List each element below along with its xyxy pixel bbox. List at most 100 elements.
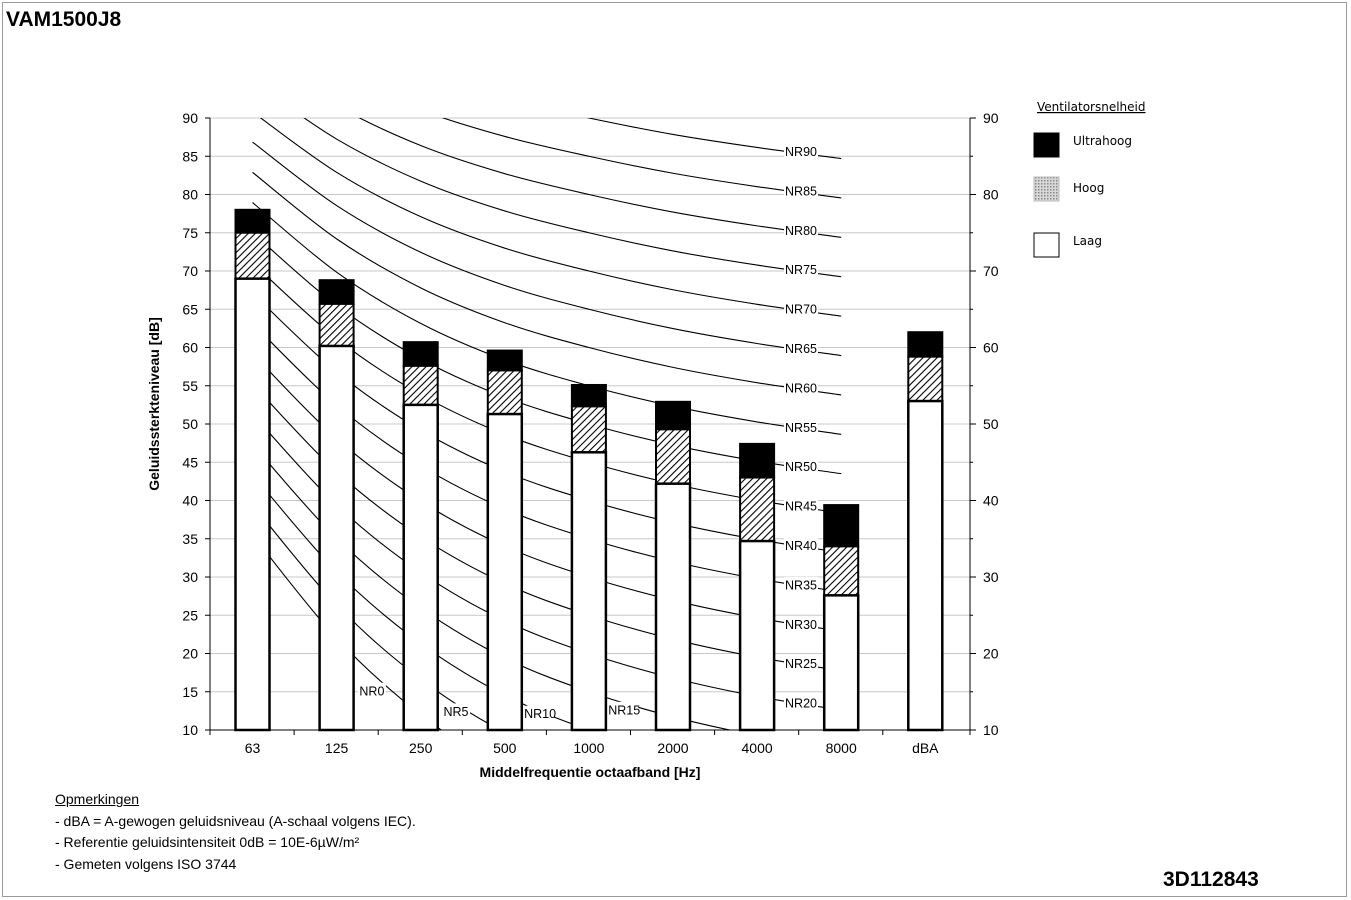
- bar-hoog: [402, 364, 439, 406]
- nr-label-bg: [784, 498, 818, 513]
- notes-header: Opmerkingen: [55, 791, 140, 807]
- legend-swatch-hoog: [1033, 176, 1060, 202]
- note-line: - Referentie geluidsintensiteit 0dB = 10…: [55, 834, 360, 850]
- bar-laag: [822, 594, 860, 732]
- y-tick-label: 30: [182, 569, 198, 585]
- y-tick-label: 35: [182, 531, 198, 547]
- bar-laag: [570, 451, 608, 732]
- y-tick-label: 80: [182, 187, 198, 203]
- nr-label-bg: [784, 616, 818, 631]
- y-tick-label: 55: [182, 378, 198, 394]
- x-tick-label: 8000: [826, 740, 857, 756]
- nr-label-bg: [784, 222, 818, 237]
- nr-curve: [586, 118, 842, 160]
- bar-ultrahoog: [739, 442, 776, 479]
- bar-hoog: [655, 428, 691, 485]
- y-tick-label-right: 80: [983, 187, 999, 203]
- x-tick-label: 125: [325, 740, 349, 756]
- nr-curve: [303, 118, 842, 278]
- nr-label: NR40: [785, 539, 817, 553]
- y-tick-label: 25: [182, 607, 198, 623]
- nr-label-bg: [784, 458, 818, 473]
- y-tick-label: 85: [182, 148, 198, 164]
- nr-curve: [441, 118, 842, 199]
- bar-hoog: [907, 355, 944, 403]
- bar-hoog: [739, 476, 776, 543]
- legend-label: Laag: [1073, 234, 1102, 248]
- bar-ultrahoog: [486, 349, 523, 372]
- y-tick-label: 90: [182, 110, 198, 126]
- legend-swatch-laag: [1033, 232, 1060, 258]
- nr-label-bg: [784, 655, 818, 670]
- bar-hoog: [486, 369, 523, 416]
- bar-hoog: [570, 405, 607, 454]
- bar-ultrahoog: [823, 504, 860, 548]
- x-tick-label: dBA: [912, 740, 939, 756]
- nr-label-bg: [357, 682, 386, 697]
- y-tick-label: 50: [182, 416, 198, 432]
- nr-label-bg: [784, 143, 818, 158]
- nr-label-bg: [784, 695, 818, 710]
- legend-label: Hoog: [1073, 181, 1104, 195]
- nr-label: NR10: [524, 707, 556, 721]
- legend-title: Ventilatorsnelheid: [1037, 100, 1146, 114]
- bar-ultrahoog: [907, 331, 944, 358]
- nr-curve: [358, 118, 842, 238]
- nr-label-bg: [784, 576, 818, 591]
- nr-label-bg: [784, 379, 818, 394]
- bar-laag: [234, 277, 271, 732]
- y-tick-label: 45: [182, 454, 198, 470]
- bar-laag: [907, 399, 944, 732]
- bar-hoog: [823, 545, 860, 597]
- y-tick-label: 40: [182, 493, 198, 509]
- y-tick-label-right: 50: [983, 416, 999, 432]
- nr-label-bg: [784, 340, 818, 355]
- y-tick-label: 70: [182, 263, 198, 279]
- bar-ultrahoog: [234, 208, 271, 234]
- y-tick-label-right: 10: [983, 722, 999, 738]
- bar-laag: [654, 482, 692, 732]
- nr-label: NR50: [785, 460, 817, 474]
- page-title: VAM1500J8: [6, 8, 122, 31]
- y-tick-label-right: 70: [983, 263, 999, 279]
- nr-curve: [252, 202, 842, 435]
- y-tick-label-right: 40: [983, 493, 999, 509]
- x-axis-title: Middelfrequentie octaafband [Hz]: [480, 764, 701, 780]
- bar-ultrahoog: [570, 383, 607, 408]
- nr-curve: [252, 171, 842, 396]
- bar-laag: [402, 403, 439, 732]
- y-axis-title: Geluidssterkteniveau [dB]: [146, 317, 162, 491]
- y-tick-label-right: 60: [983, 340, 999, 356]
- nr-label-bg: [784, 537, 818, 552]
- x-tick-label: 2000: [657, 740, 688, 756]
- nr-label-bg: [442, 703, 471, 718]
- bar-hoog: [318, 302, 355, 347]
- nr-label: NR60: [785, 381, 817, 395]
- nr-label: NR70: [785, 303, 817, 317]
- notes-block: Opmerkingen - dBA = A-gewogen geluidsniv…: [55, 789, 416, 875]
- document-code: 3D112843: [1163, 868, 1259, 891]
- y-tick-label: 75: [182, 225, 198, 241]
- y-tick-label-right: 30: [983, 569, 999, 585]
- bar-laag: [318, 344, 355, 732]
- nr-label: NR55: [785, 421, 817, 435]
- nr-label: NR5: [444, 705, 469, 719]
- nr-label: NR75: [785, 263, 817, 277]
- nr-label: NR30: [785, 618, 817, 632]
- nr-label-bg: [784, 182, 818, 197]
- x-tick-label: 1000: [573, 740, 604, 756]
- nr-curve: [252, 141, 842, 357]
- bar-ultrahoog: [318, 279, 355, 305]
- nr-label: NR90: [785, 145, 817, 159]
- nr-label: NR25: [785, 657, 817, 671]
- x-tick-label: 500: [493, 740, 517, 756]
- nr-label-bg: [784, 301, 818, 316]
- nr-label-bg: [784, 419, 818, 434]
- nr-label-bg: [526, 705, 555, 720]
- note-line: - dBA = A-gewogen geluidsniveau (A-schaa…: [55, 812, 416, 829]
- nr-label: NR65: [785, 342, 817, 356]
- x-tick-label: 250: [409, 740, 433, 756]
- y-tick-label: 20: [182, 646, 198, 662]
